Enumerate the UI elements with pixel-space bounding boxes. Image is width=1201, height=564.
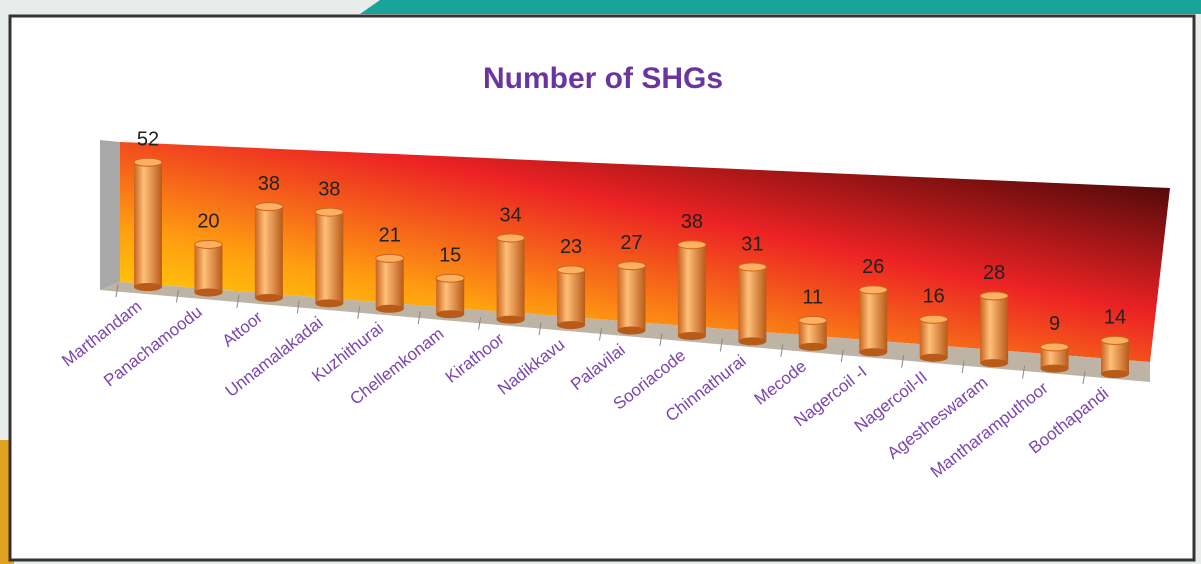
bar bbox=[858, 285, 888, 357]
value-label: 34 bbox=[500, 204, 522, 226]
value-label: 20 bbox=[197, 211, 219, 233]
value-label: 26 bbox=[862, 256, 884, 278]
floor-tick bbox=[357, 306, 361, 319]
bar bbox=[193, 239, 223, 297]
floor-tick bbox=[296, 300, 300, 314]
bar bbox=[798, 315, 828, 351]
wall bbox=[120, 142, 1170, 362]
floor-tick bbox=[780, 344, 784, 357]
bar bbox=[435, 273, 465, 319]
value-label: 23 bbox=[560, 236, 582, 258]
floor-tick bbox=[901, 355, 905, 368]
value-label: 31 bbox=[741, 233, 763, 255]
floor-tick bbox=[236, 295, 240, 308]
bar bbox=[314, 207, 344, 308]
value-label: 27 bbox=[620, 232, 642, 254]
value-label: 9 bbox=[1049, 313, 1060, 335]
value-label: 38 bbox=[318, 178, 340, 200]
floor-tick bbox=[1082, 371, 1086, 385]
floor-tick bbox=[478, 316, 482, 330]
bar bbox=[254, 202, 284, 302]
header-band bbox=[360, 0, 1201, 14]
floor-tick bbox=[175, 289, 179, 303]
value-label: 16 bbox=[923, 286, 945, 308]
bar bbox=[979, 291, 1009, 368]
bar bbox=[1100, 335, 1130, 378]
bar bbox=[919, 314, 949, 362]
floor-tick bbox=[961, 360, 965, 374]
bar bbox=[133, 157, 163, 291]
value-label: 38 bbox=[681, 211, 703, 233]
value-label: 52 bbox=[137, 128, 159, 150]
floor-tick bbox=[115, 284, 119, 298]
floor-tick bbox=[599, 327, 602, 341]
chart-title: Number of SHGs bbox=[483, 62, 723, 95]
bar bbox=[375, 253, 405, 313]
value-label: 21 bbox=[379, 225, 401, 247]
bar bbox=[1040, 342, 1070, 373]
floor-tick bbox=[719, 338, 723, 352]
floor-tick bbox=[417, 311, 421, 325]
value-label: 14 bbox=[1104, 307, 1126, 329]
bar bbox=[617, 261, 646, 335]
bar bbox=[496, 233, 526, 324]
value-label: 38 bbox=[258, 173, 280, 195]
floor-tick bbox=[659, 333, 663, 347]
wall-side bbox=[100, 140, 120, 290]
floor-tick bbox=[538, 322, 542, 336]
bar bbox=[556, 265, 586, 330]
floor-tick bbox=[840, 349, 844, 363]
value-label: 15 bbox=[439, 244, 461, 266]
floor-tick bbox=[1022, 365, 1026, 379]
bar bbox=[737, 262, 767, 346]
bar bbox=[677, 240, 707, 340]
value-label: 28 bbox=[983, 262, 1005, 284]
value-label: 11 bbox=[802, 287, 823, 309]
